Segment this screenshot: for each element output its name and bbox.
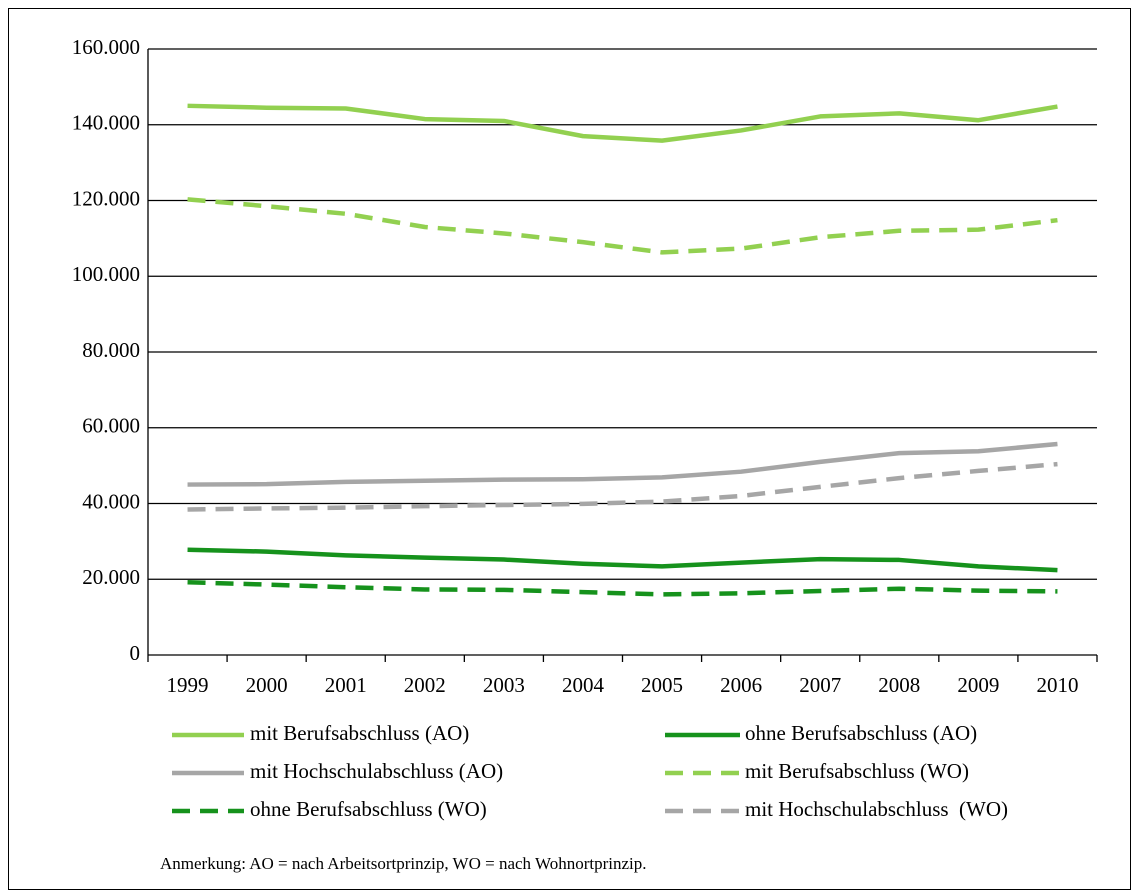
series-line [187,580,1058,597]
y-tick-label: 20.000 [82,565,140,589]
series-line [187,461,1058,512]
series-line [187,103,1058,143]
x-tick-label: 2000 [246,673,288,697]
y-tick-label: 120.000 [72,186,140,210]
x-tick-label: 2008 [878,673,920,697]
legend-label: mit Hochschulabschluss (AO) [250,759,503,783]
x-tick-label: 1999 [167,673,209,697]
y-tick-label: 40.000 [82,489,140,513]
legend-label: mit Hochschulabschluss (WO) [745,797,1008,821]
y-tick-label: 160.000 [72,35,140,59]
y-tick-label: 80.000 [82,338,140,362]
x-tick-label: 2005 [641,673,683,697]
legend-label: ohne Berufsabschluss (WO) [250,797,487,821]
series-line [187,547,1058,573]
x-tick-label: 2006 [720,673,762,697]
y-tick-label: 0 [130,641,141,665]
chart-frame [8,8,1131,890]
x-tick-label: 2007 [799,673,841,697]
note: Anmerkung: AO = nach Arbeitsortprinzip, … [160,854,646,873]
x-tick-label: 2002 [404,673,446,697]
x-tick-label: 2004 [562,673,605,697]
y-tick-label: 60.000 [82,414,140,438]
legend-label: ohne Berufsabschluss (AO) [745,721,977,745]
x-tick-label: 2003 [483,673,525,697]
series-line [187,441,1058,487]
x-tick-label: 2010 [1036,673,1078,697]
legend-label: mit Berufsabschluss (WO) [745,759,969,783]
series-line [187,197,1058,255]
x-tick-label: 2001 [325,673,367,697]
y-tick-label: 100.000 [72,262,140,286]
legend-label: mit Berufsabschluss (AO) [250,721,469,745]
y-tick-label: 140.000 [72,111,140,135]
x-tick-label: 2009 [957,673,999,697]
